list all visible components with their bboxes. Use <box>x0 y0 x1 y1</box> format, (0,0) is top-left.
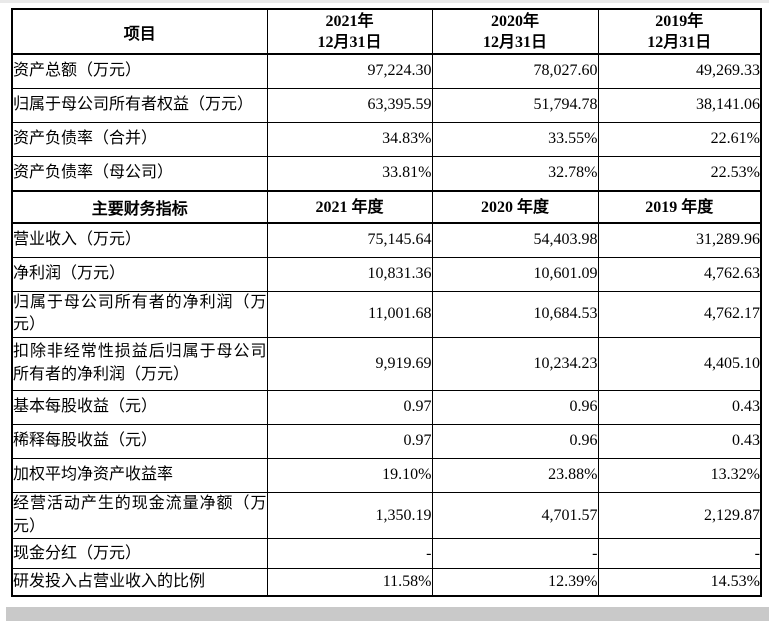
value-2019: 2,129.87 <box>597 491 762 540</box>
value-2021: 34.83% <box>266 121 433 157</box>
value-2020: 23.88% <box>431 457 599 493</box>
value-2019: 13.32% <box>597 457 762 493</box>
row-label: 研发投入占营业收入的比例 <box>11 568 268 597</box>
column-header-metrics: 主要财务指标 <box>11 190 268 224</box>
value-2020: 10,234.23 <box>431 336 599 391</box>
value-2021: 75,145.64 <box>266 222 433 258</box>
table-row-revenue: 营业收入（万元） 75,145.64 54,403.98 31,289.96 <box>11 222 762 258</box>
value-2021: 11,001.68 <box>266 290 433 338</box>
value-2019: 4,762.17 <box>597 290 762 338</box>
row-label: 资产负债率（母公司） <box>11 155 268 192</box>
page-top-edge <box>0 0 769 3</box>
balance-header-row: 项目 2021年 12月31日 2020年 12月31日 2019年 12月31… <box>11 8 762 55</box>
row-label: 营业收入（万元） <box>11 222 268 258</box>
column-header-fy2021: 2021 年度 <box>266 190 433 224</box>
value-2019: 38,141.06 <box>597 87 762 123</box>
value-2021: 97,224.30 <box>266 53 433 89</box>
value-2020: 33.55% <box>431 121 599 157</box>
value-2021: 9,919.69 <box>266 336 433 391</box>
table-row-net-profit: 净利润（万元） 10,831.36 10,601.09 4,762.63 <box>11 256 762 292</box>
value-2019: 22.61% <box>597 121 762 157</box>
financial-summary-table: 项目 2021年 12月31日 2020年 12月31日 2019年 12月31… <box>11 8 762 597</box>
value-2019: 0.43 <box>597 423 762 459</box>
value-2021: 11.58% <box>266 568 433 597</box>
value-2020: 0.96 <box>431 389 599 425</box>
value-2019: 14.53% <box>597 568 762 597</box>
metrics-header-row: 主要财务指标 2021 年度 2020 年度 2019 年度 <box>11 190 762 224</box>
table-row-basic-eps: 基本每股收益（元） 0.97 0.96 0.43 <box>11 389 762 425</box>
column-header-2021-year: 2021年 <box>325 12 374 30</box>
row-label: 资产总额（万元） <box>11 53 268 89</box>
column-header-2020-day: 12月31日 <box>482 33 547 51</box>
value-2021: 19.10% <box>266 457 433 493</box>
row-label: 净利润（万元） <box>11 256 268 292</box>
column-header-fy2019: 2019 年度 <box>597 190 762 224</box>
value-2021: - <box>266 538 433 570</box>
value-2021: 1,350.19 <box>266 491 433 540</box>
column-header-fy2021-label: 2021 年度 <box>315 198 384 216</box>
column-header-2019-year: 2019年 <box>655 12 704 30</box>
value-2020: 10,601.09 <box>431 256 599 292</box>
value-2021: 63,395.59 <box>266 87 433 123</box>
value-2019: 4,405.10 <box>597 336 762 391</box>
row-label: 归属于母公司所有者权益（万元） <box>11 87 268 123</box>
value-2019: 0.43 <box>597 389 762 425</box>
table-row-operating-cash-flow: 经营活动产生的现金流量净额（万元） 1,350.19 4,701.57 2,12… <box>11 491 762 540</box>
table-row-weighted-roe: 加权平均净资产收益率 19.10% 23.88% 13.32% <box>11 457 762 493</box>
value-2019: 22.53% <box>597 155 762 192</box>
column-header-2021-date: 2021年 12月31日 <box>266 8 433 55</box>
value-2019: 31,289.96 <box>597 222 762 258</box>
value-2021: 0.97 <box>266 389 433 425</box>
value-2019: 49,269.33 <box>597 53 762 89</box>
table-row-rd-ratio: 研发投入占营业收入的比例 11.58% 12.39% 14.53% <box>11 568 762 597</box>
row-label: 扣除非经常性损益后归属于母公司所有者的净利润（万元） <box>11 336 268 391</box>
row-label: 资产负债率（合并） <box>11 121 268 157</box>
column-header-item: 项目 <box>11 8 268 55</box>
table-row-diluted-eps: 稀释每股收益（元） 0.97 0.96 0.43 <box>11 423 762 459</box>
value-2020: 0.96 <box>431 423 599 459</box>
table-row-debt-ratio-parent: 资产负债率（母公司） 33.81% 32.78% 22.53% <box>11 155 762 192</box>
value-2020: 12.39% <box>431 568 599 597</box>
row-label: 加权平均净资产收益率 <box>11 457 268 493</box>
value-2021: 10,831.36 <box>266 256 433 292</box>
value-2020: 51,794.78 <box>431 87 599 123</box>
table-row-debt-ratio-consolidated: 资产负债率（合并） 34.83% 33.55% 22.61% <box>11 121 762 157</box>
table-row-parent-equity: 归属于母公司所有者权益（万元） 63,395.59 51,794.78 38,1… <box>11 87 762 123</box>
column-header-item-label: 项目 <box>123 25 156 43</box>
row-label: 基本每股收益（元） <box>11 389 268 425</box>
table-row-total-assets: 资产总额（万元） 97,224.30 78,027.60 49,269.33 <box>11 53 762 89</box>
value-2020: 54,403.98 <box>431 222 599 258</box>
value-2021: 0.97 <box>266 423 433 459</box>
table-row-deducted-net-profit: 扣除非经常性损益后归属于母公司所有者的净利润（万元） 9,919.69 10,2… <box>11 336 762 391</box>
column-header-metrics-label: 主要财务指标 <box>91 201 188 218</box>
value-2019: - <box>597 538 762 570</box>
column-header-2020-date: 2020年 12月31日 <box>431 8 599 55</box>
table-row-cash-dividend: 现金分红（万元） - - - <box>11 538 762 570</box>
value-2020: 32.78% <box>431 155 599 192</box>
column-header-2021-day: 12月31日 <box>317 33 382 51</box>
row-label: 归属于母公司所有者的净利润（万元） <box>11 290 268 338</box>
horizontal-scrollbar[interactable] <box>6 607 769 621</box>
column-header-2019-date: 2019年 12月31日 <box>597 8 762 55</box>
column-header-fy2020: 2020 年度 <box>431 190 599 224</box>
column-header-2019-day: 12月31日 <box>647 33 712 51</box>
table-row-parent-net-profit: 归属于母公司所有者的净利润（万元） 11,001.68 10,684.53 4,… <box>11 290 762 338</box>
row-label: 经营活动产生的现金流量净额（万元） <box>11 491 268 540</box>
column-header-fy2019-label: 2019 年度 <box>645 198 714 216</box>
row-label: 现金分红（万元） <box>11 538 268 570</box>
value-2020: - <box>431 538 599 570</box>
row-label: 稀释每股收益（元） <box>11 423 268 459</box>
value-2020: 78,027.60 <box>431 53 599 89</box>
value-2020: 4,701.57 <box>431 491 599 540</box>
value-2019: 4,762.63 <box>597 256 762 292</box>
column-header-fy2020-label: 2020 年度 <box>480 198 549 216</box>
value-2021: 33.81% <box>266 155 433 192</box>
value-2020: 10,684.53 <box>431 290 599 338</box>
column-header-2020-year: 2020年 <box>490 12 539 30</box>
